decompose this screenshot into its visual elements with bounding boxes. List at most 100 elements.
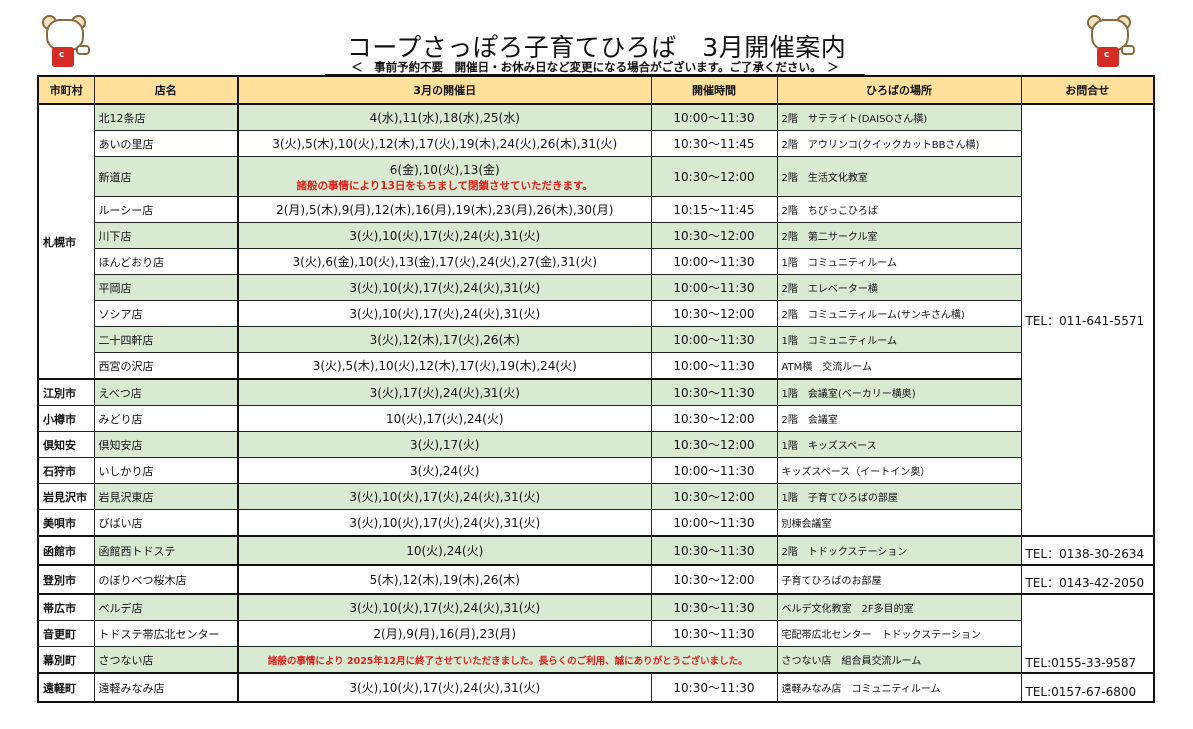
store-name: 二十四軒店 [93,326,239,353]
time-cell: 10:00～11:30 [650,352,778,380]
table-row: 遠軽町 遠軽みなみ店 3(火),10(火),17(火),24(火),31(火) 10:… [37,672,1155,703]
table-row: 音更町 トドステ帯広北センター 2(月),9(月),16(月),23(月) 10:30… [37,620,1154,647]
dates-cell: 10(火),17(火),24(火) [237,405,652,432]
dates-cell: 3(火),17(火) [237,431,652,458]
table-row: 登別市 のぼりべつ桜木店 5(木),12(木),19(木),26(木) 10:30～1… [37,564,1155,595]
place-cell: ベルデ文化教室 2F多目的室 [776,593,1022,621]
time-cell: 10:30～12:00 [650,564,778,595]
place-cell: さつない店 組合員交流ルーム [776,646,1022,674]
header-dates: 3月の開催日 [237,75,652,105]
dates-cell: 3(火),17(火),24(火),31(火) [237,378,652,406]
dates-text: 2(月),5(木),9(月),12(木),16(月),19(木),23(月),2… [276,203,614,217]
store-name: トドステ帯広北センター [93,620,239,647]
time-cell: 10:30～11:30 [650,378,778,406]
store-name: さつない店 [93,646,239,674]
table-row: 函館市 函館西トドステ 10(火),24(火) 10:30～11:30 2階 トドックス… [37,535,1155,566]
store-name: 西宮の沢店 [93,352,239,380]
dates-text: 3(火),24(火) [410,464,480,478]
dates-cell: 3(火),10(火),17(火),24(火),31(火) [237,274,652,301]
place-cell: ATM横 交流ルーム [776,352,1022,380]
store-name: 平岡店 [93,274,239,301]
dates-text: 3(火),10(火),17(火),24(火),31(火) [349,681,541,695]
store-name: えべつ店 [93,378,239,406]
header-time: 開催時間 [650,75,778,105]
dates-cell: 3(火),10(火),17(火),24(火),31(火) [237,509,652,537]
time-cell: 10:30～11:30 [650,535,778,566]
city-cell: 幕別町 [37,646,95,674]
place-cell: 2階 サテライト(DAISOさん横) [776,103,1022,131]
table-row: 江別市 えべつ店 3(火),17(火),24(火),31(火) 10:30～11:30… [37,378,1154,406]
dates-cell: 3(火),10(火),17(火),24(火),31(火) [237,300,652,327]
contact-tel: TEL：0138-30-2634 [1020,535,1155,566]
dates-text: 4(水),11(水),18(水),25(水) [369,111,520,125]
subtitle-notice: ＜ 事前予約不要 開催日・お休み日など変更になる場合がございます。ご了承ください… [325,60,865,75]
dates-text: 3(火),5(木),10(火),12(木),17(火),19(木),24(火),… [272,137,618,151]
contact-tel: TEL:0155-33-9587 [1020,593,1155,674]
table-row: あいの里店 3(火),5(木),10(火),12(木),17(火),19(木),2… [38,130,1154,157]
store-name: 川下店 [93,222,239,249]
dates-cell: 2(月),5(木),9(月),12(木),16(月),19(木),23(月),2… [237,196,652,223]
header-contact: お問合せ [1020,75,1155,105]
header-row: 市町村 店名 3月の開催日 開催時間 ひろばの場所 お問合せ [37,75,1155,105]
store-name: 函館西トドステ [93,535,239,566]
dates-cell: 3(火),5(木),10(火),12(木),17(火),19(木),24(火),… [237,130,652,157]
mascot-bear-right [1085,15,1135,73]
store-name: びばい店 [93,509,239,537]
dates-cell: 2(月),9(月),16(月),23(月) [237,620,652,647]
time-cell: 10:30～12:00 [650,222,778,249]
time-cell: 10:30～12:00 [650,431,778,458]
city-cell: 登別市 [37,564,95,595]
store-name: 新道店 [93,156,239,197]
dates-cell: 5(木),12(木),19(木),26(木) [237,564,652,595]
place-cell: 別棟会議室 [776,509,1022,537]
table-row: ほんどおり店 3(火),6(金),10(火),13(金),17(火),24(火),… [38,248,1154,275]
place-cell: 1階 キッズスペース [776,431,1022,458]
store-name: 倶知安店 [93,431,239,458]
dates-text: 3(火),6(金),10(火),13(金),17(火),24(火),27(金),… [292,255,598,269]
table-row: ルーシー店 2(月),5(木),9(月),12(木),16(月),19(木),23… [38,196,1154,223]
dates-cell: 3(火),5(木),10(火),12(木),17(火),19(木),24(火) [237,352,652,380]
time-cell: 10:00～11:30 [650,274,778,301]
dates-cell: 3(火),10(火),17(火),24(火),31(火) [237,222,652,249]
table-row: 二十四軒店 3(火),12(木),17(火),26(木) 10:00～11:30 1階… [38,326,1154,353]
place-cell: 子育てひろばのお部屋 [776,564,1022,595]
dates-text: 3(火),10(火),17(火),24(火),31(火) [349,281,541,295]
dates-cell: 3(火),10(火),17(火),24(火),31(火) [237,483,652,510]
dates-text: 10(火),17(火),24(火) [385,412,504,426]
store-name: 北12条店 [93,103,239,131]
time-cell: 10:00～11:30 [650,326,778,353]
dates-text: 3(火),17(火) [410,438,480,452]
dates-cell: 3(火),12(木),17(火),26(木) [237,326,652,353]
place-cell: 2階 第二サークル室 [776,222,1022,249]
table-row: 美唄市 びばい店 3(火),10(火),17(火),24(火),31(火) 10:00… [37,509,1154,537]
city-cell: 札幌市 [37,103,95,380]
store-name: ソシア店 [93,300,239,327]
place-cell: 2階 エレベーター横 [776,274,1022,301]
dates-text: 6(金),10(火),13(金) [389,162,500,177]
table-row: 平岡店 3(火),10(火),17(火),24(火),31(火) 10:00～11:… [38,274,1154,301]
time-cell: 10:30～11:30 [650,593,778,621]
closure-notice: 諸般の事情により13日をもちまして閉鎖させていただきます。 [296,179,594,192]
time-cell: 10:30～12:00 [650,483,778,510]
dates-text: 3(火),10(火),17(火),24(火),31(火) [349,307,541,321]
time-cell: 10:30～12:00 [650,300,778,327]
place-cell: 1階 コミュニティルーム [776,248,1022,275]
table-row: 岩見沢市 岩見沢東店 3(火),10(火),17(火),24(火),31(火) 10:… [37,483,1154,510]
dates-text: 3(火),10(火),17(火),24(火),31(火) [349,229,541,243]
time-cell: 10:30～11:30 [650,620,778,647]
place-cell: 1階 子育てひろばの部屋 [776,483,1022,510]
table-row: 西宮の沢店 3(火),5(木),10(火),12(木),17(火),19(木),2… [38,352,1154,380]
dates-cell: 10(火),24(火) [237,535,652,566]
table-row: 川下店 3(火),10(火),17(火),24(火),31(火) 10:30～12:… [38,222,1154,249]
contact-tel: TEL:0157-67-6800 [1020,672,1155,703]
dates-text: 3(火),5(木),10(火),12(木),17(火),19(木),24(火) [312,359,577,373]
store-name: 遠軽みなみ店 [93,672,239,703]
time-cell: 10:00～11:30 [650,509,778,537]
closure-notice: 諸般の事情により 2025年12月に終了させていただきました。長らくのご利用、誠… [237,646,778,674]
place-cell: 2階 コミュニティルーム(サンキさん横) [776,300,1022,327]
contact-tel: TEL：011-641-5571 [1020,103,1155,537]
time-cell: 10:00～11:30 [650,457,778,484]
contact-tel: TEL：0143-42-2050 [1020,564,1155,595]
table-row: 帯広市 ベルデ店 3(火),10(火),17(火),24(火),31(火) 10:30… [37,593,1155,674]
place-cell: 2階 トドックステーション [776,535,1022,566]
